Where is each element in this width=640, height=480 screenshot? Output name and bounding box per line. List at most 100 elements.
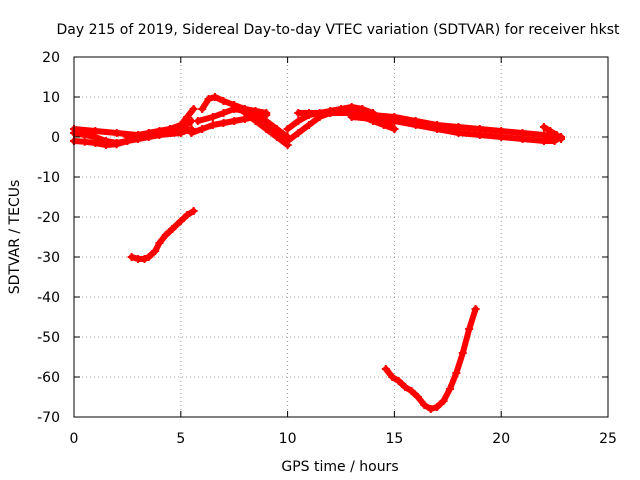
data-point [176, 217, 185, 225]
data-point [189, 105, 198, 113]
data-point [183, 211, 192, 219]
series-arc-4 [123, 105, 198, 141]
data-point [546, 127, 555, 135]
data-point [219, 97, 228, 105]
data-point [91, 139, 100, 147]
data-point [166, 125, 175, 133]
data-point [219, 109, 228, 117]
x-tick-label: 5 [176, 431, 185, 447]
data-point [388, 373, 397, 381]
y-tick-label: 10 [42, 90, 60, 106]
series-arc-12 [347, 113, 566, 145]
data-point [347, 113, 356, 121]
data-point [471, 305, 480, 313]
data-point [155, 127, 164, 135]
data-point [151, 247, 160, 255]
data-point [176, 121, 185, 129]
data-point [369, 115, 378, 123]
data-point [102, 141, 111, 149]
y-tick-label: 0 [51, 130, 60, 146]
data-point [230, 117, 239, 125]
data-point [219, 119, 228, 127]
data-point [127, 253, 136, 261]
data-point [439, 397, 448, 405]
data-point [187, 129, 196, 137]
data-point [413, 393, 422, 401]
data-point [210, 93, 219, 101]
data-point [208, 113, 217, 121]
data-point [433, 125, 442, 133]
y-tick-label: 20 [42, 50, 60, 66]
x-tick-label: 0 [70, 431, 79, 447]
x-tick-label: 15 [385, 431, 403, 447]
series-arc-13 [539, 123, 566, 143]
x-axis: 0 5 10 15 20 25 [70, 57, 617, 447]
data-point [208, 121, 217, 129]
data-point [161, 231, 170, 239]
data-point [433, 403, 442, 411]
x-tick-label: 20 [492, 431, 510, 447]
data-point [426, 405, 435, 413]
data-point [326, 109, 335, 117]
y-axis: 20 10 0 -10 -20 -30 -40 -50 -60 -70 [37, 50, 608, 426]
data-point [272, 129, 281, 137]
data-point [193, 117, 202, 125]
data-point [283, 125, 292, 133]
data-point [134, 131, 143, 139]
data-point [183, 113, 192, 121]
data-point [552, 131, 561, 139]
plot-frame [73, 56, 609, 418]
data-point [198, 125, 207, 133]
data-point [304, 109, 313, 117]
data-point [539, 137, 548, 145]
y-tick-label: -70 [37, 410, 60, 426]
y-tick-label: -50 [37, 330, 60, 346]
data-point [91, 127, 100, 135]
data-point [262, 111, 271, 119]
y-tick-label: -60 [37, 370, 60, 386]
data-point [112, 129, 121, 137]
data-point [112, 140, 121, 149]
series-line [382, 306, 479, 412]
data-point [204, 95, 213, 103]
data-point [390, 125, 399, 133]
data-point [394, 377, 403, 385]
data-point [144, 129, 153, 137]
data-point [390, 117, 399, 125]
data-point [475, 131, 484, 139]
data-point [240, 109, 249, 117]
data-point [304, 121, 313, 129]
x-tick-label: 10 [279, 431, 297, 447]
data-point [230, 105, 239, 113]
data-point [381, 365, 390, 373]
data-point [168, 225, 177, 233]
data-point [176, 129, 185, 137]
x-tick-label: 25 [599, 431, 617, 447]
series-arc-15 [381, 305, 480, 413]
data-point [189, 207, 198, 215]
data-point [294, 109, 303, 117]
data-point [539, 123, 548, 131]
chart-title: Day 215 of 2019, Sidereal Day-to-day VTE… [57, 22, 620, 38]
data-point [452, 369, 461, 377]
data-point [294, 117, 303, 125]
data-point [262, 121, 271, 129]
data-point [420, 401, 429, 409]
data-point [123, 133, 132, 141]
data-point [294, 129, 303, 137]
data-point [407, 387, 416, 395]
data-point [283, 137, 292, 145]
data-point [465, 325, 474, 333]
data-point [518, 135, 527, 143]
series-line [540, 124, 564, 142]
data-point [445, 385, 454, 393]
data-series-group [70, 93, 566, 413]
data-point [454, 129, 463, 137]
y-tick-label: -10 [37, 170, 60, 186]
x-axis-label: GPS time / hours [281, 459, 398, 475]
data-point [458, 349, 467, 357]
y-tick-label: -20 [37, 210, 60, 226]
data-point [155, 239, 164, 247]
data-point [80, 137, 89, 146]
